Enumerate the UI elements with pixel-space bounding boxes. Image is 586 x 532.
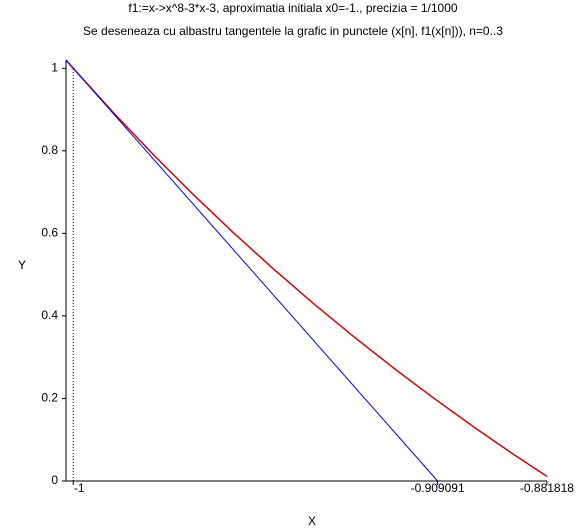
y-tick-label: 1 <box>51 60 58 74</box>
series-line <box>65 59 438 482</box>
y-tick-label: 0.6 <box>41 226 58 240</box>
chart-subtitle: Se deseneaza cu albastru tangentele la g… <box>83 24 503 38</box>
y-tick-label: 0.2 <box>41 391 58 405</box>
y-tick-label: 0.8 <box>41 143 58 157</box>
x-axis-label: X <box>308 514 316 528</box>
y-tick-label: 0.4 <box>41 308 58 322</box>
y-axis-label: Y <box>18 258 26 272</box>
y-tick-label: 0 <box>51 473 58 487</box>
x-tick-label: -0.909091 <box>411 481 465 495</box>
x-tick-label: -0.881818 <box>520 481 574 495</box>
x-tick-label: -1 <box>74 481 85 495</box>
chart-title: f1:=x->x^8-3*x-3, aproximatia initiala x… <box>128 1 457 15</box>
series-line <box>65 59 548 478</box>
